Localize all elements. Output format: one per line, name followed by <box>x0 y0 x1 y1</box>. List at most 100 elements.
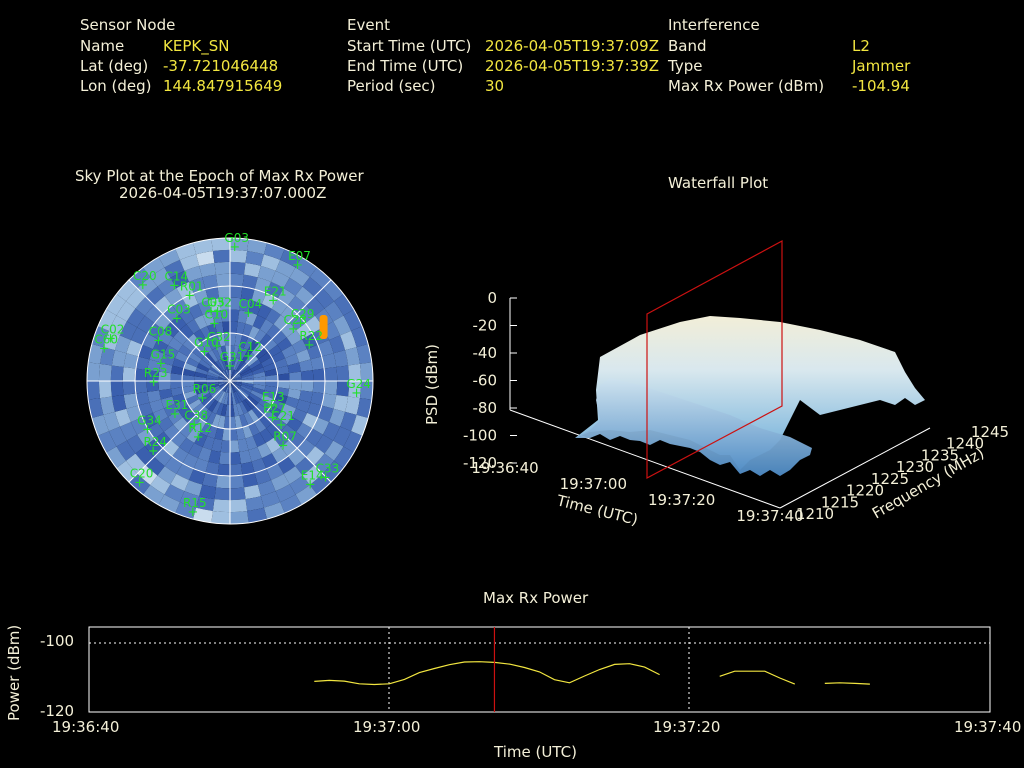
waterfall-time-tick-label: 19:37:00 <box>560 475 627 493</box>
satellite-marker: + <box>99 341 110 356</box>
sky-heatmap-cell <box>163 322 180 338</box>
sky-heatmap-cell <box>205 461 220 476</box>
sky-heatmap-cell <box>214 427 224 441</box>
satellite-label: E31 <box>166 398 189 412</box>
sky-heatmap-cell <box>223 416 230 429</box>
sky-heatmap-cell <box>288 313 306 331</box>
sky-heatmap-cell <box>163 424 180 440</box>
satellite-label: R01 <box>180 280 204 294</box>
sky-heatmap-cell <box>188 442 203 459</box>
sky-heatmap-cell <box>137 465 158 485</box>
sky-heatmap-cell <box>192 347 205 360</box>
satellite-marker: + <box>305 478 316 493</box>
sky-heatmap-cell <box>324 440 344 461</box>
satellite-marker: + <box>320 470 331 485</box>
sky-heatmap-cell <box>174 351 189 363</box>
sky-heatmap-cell <box>217 463 230 477</box>
sky-heatmap-cell <box>100 396 115 415</box>
sky-heatmap-cell <box>207 385 220 393</box>
sky-heatmap-cell <box>193 288 209 304</box>
sky-heatmap-cell <box>240 369 253 377</box>
sky-heatmap-cell <box>206 381 219 385</box>
sky-heatmap-cell <box>230 381 241 389</box>
sky-heatmap-cell <box>230 273 244 287</box>
satellite-marker: + <box>267 411 278 426</box>
sky-heatmap-cell <box>222 321 230 334</box>
sky-heatmap-cell <box>245 251 264 266</box>
sky-heatmap-cell <box>230 440 240 453</box>
waterfall-freq-tick-label: 1235 <box>921 446 959 464</box>
sky-heatmap-cell <box>240 286 255 301</box>
sensor-name-value: KEPK_SN <box>163 37 230 55</box>
sky-heatmap-cell <box>172 393 186 404</box>
sky-heatmap-cell <box>230 381 238 392</box>
sky-heatmap-cell <box>243 411 254 426</box>
sky-heatmap-cell <box>196 390 210 399</box>
satellite-marker: + <box>187 505 198 520</box>
sky-heatmap-cell <box>230 321 238 334</box>
waterfall-time-tick-label: 19:37:20 <box>648 491 715 509</box>
sky-heatmap-cell <box>283 466 303 485</box>
sky-heatmap-cell <box>241 381 254 385</box>
sky-heatmap-cell <box>130 327 148 345</box>
sky-heatmap-cell <box>305 296 325 316</box>
sky-heatmap-cell <box>87 362 101 381</box>
sky-heatmap-cell <box>242 425 253 439</box>
satellite-label: R12 <box>188 421 212 435</box>
satellite-label: G34 <box>137 414 162 428</box>
sky-heatmap-cell <box>178 344 193 358</box>
sky-heatmap-cell <box>239 347 248 361</box>
sky-heatmap-cell <box>245 436 258 451</box>
sky-heatmap-cell <box>172 358 186 369</box>
sky-heatmap-cell <box>239 366 251 376</box>
waterfall-xlabel: Time (UTC) <box>554 491 640 529</box>
sky-heatmap-cell <box>312 368 326 381</box>
sky-heatmap-cell <box>277 410 292 425</box>
event-period-value: 30 <box>485 77 505 95</box>
satellite-marker: + <box>295 316 306 331</box>
sky-heatmap-cell <box>241 371 254 378</box>
sky-heatmap-cell <box>230 381 242 385</box>
sky-heatmap-cell <box>97 431 117 453</box>
sky-heatmap-cell <box>194 371 207 378</box>
sky-heatmap-cell <box>266 281 284 299</box>
sky-heatmap-cell <box>307 402 323 418</box>
sky-heatmap-cell <box>251 458 267 474</box>
sky-heatmap-cell <box>130 417 148 435</box>
sky-heatmap-cell <box>230 381 235 393</box>
sky-heatmap-cell <box>230 285 243 299</box>
sky-heatmap-cell <box>207 323 218 337</box>
satellite-label: G31 <box>220 350 245 364</box>
sky-heatmap-cell <box>244 352 256 365</box>
sky-heatmap-cell <box>333 426 352 447</box>
sky-heatmap-cell <box>237 438 249 452</box>
satellite-label: C05 <box>201 295 225 309</box>
sky-heatmap-cell <box>230 463 243 477</box>
sky-heatmap-cell <box>239 450 252 464</box>
satellite-marker: + <box>292 258 303 273</box>
sky-heatmap-cell <box>119 422 138 441</box>
sky-heatmap-cell <box>164 259 185 278</box>
sky-heatmap-cell <box>230 249 248 263</box>
sky-heatmap-cell <box>182 385 196 394</box>
sky-heatmap-cell <box>315 434 334 454</box>
sky-heatmap-cell <box>114 408 131 427</box>
satellite-marker: + <box>209 317 220 332</box>
sky-heatmap-cell <box>348 381 362 399</box>
sky-heatmap-cell <box>217 333 226 347</box>
sky-heatmap-cell <box>287 388 301 400</box>
sky-heatmap-cell <box>252 314 266 330</box>
power-chart-xtick-1: 19:37:00 <box>353 718 421 736</box>
sky-heatmap-cell <box>216 403 224 416</box>
waterfall-z-ticks: 0 -20 -40 -60 -80 -100 -120 <box>463 289 517 472</box>
sky-heatmap-cell <box>356 398 372 419</box>
sky-heatmap-cell <box>251 288 267 304</box>
sky-heatmap-cell <box>280 305 298 323</box>
sky-heatmap-cell <box>239 334 249 348</box>
sky-heatmap-cell <box>137 344 153 360</box>
sky-heatmap-cell <box>116 460 138 483</box>
sky-heatmap-cell <box>230 381 236 393</box>
sky-heatmap-cell <box>241 399 252 412</box>
sky-heatmap-cell <box>98 363 112 381</box>
sky-heatmap-cell <box>244 397 256 410</box>
